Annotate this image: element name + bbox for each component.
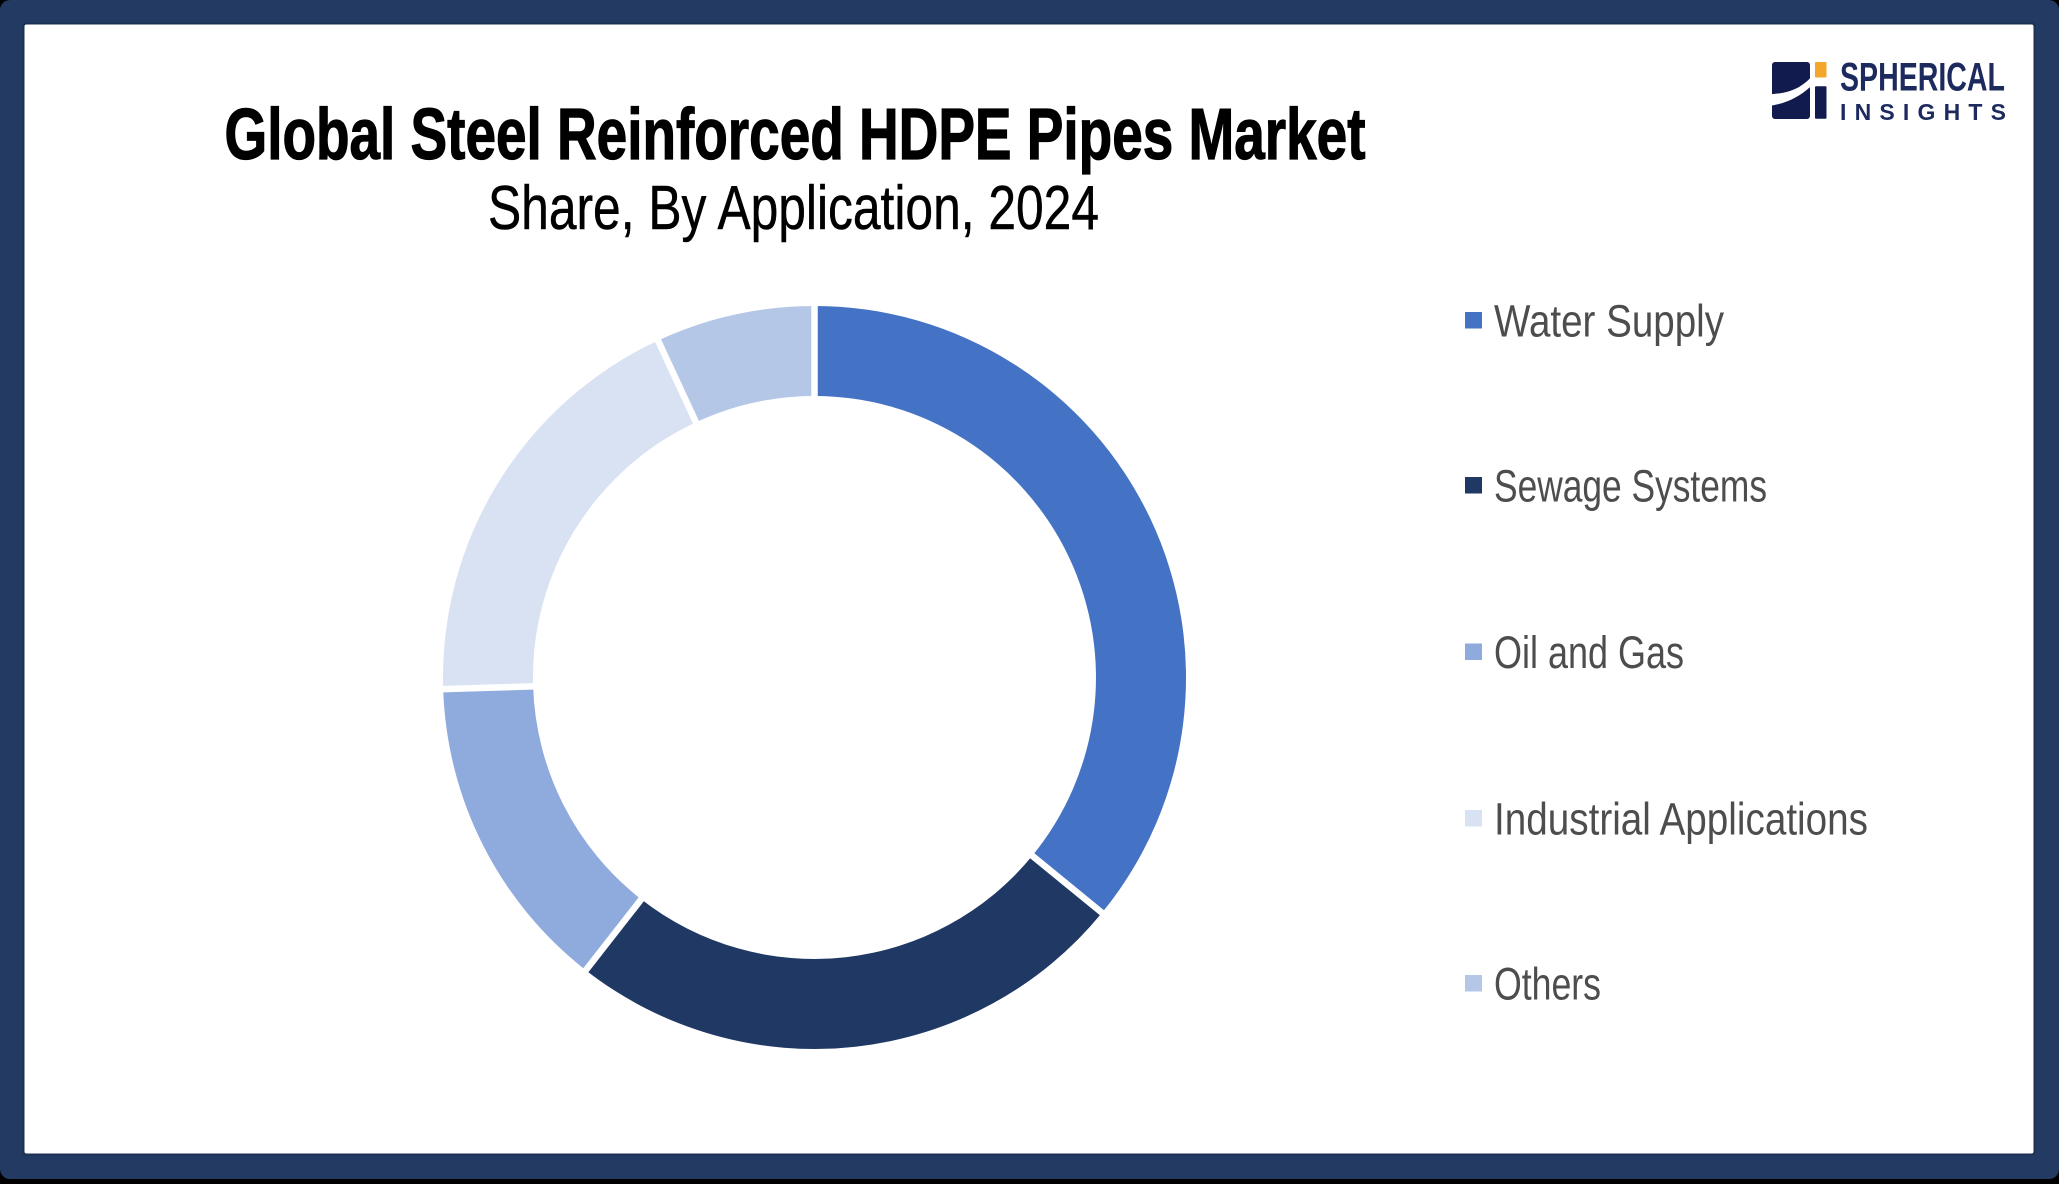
- svg-text:Sewage Systems: Sewage Systems: [1494, 461, 1767, 512]
- svg-text:Water Supply: Water Supply: [1494, 296, 1724, 347]
- svg-text:INSIGHTS: INSIGHTS: [1840, 99, 2006, 125]
- svg-text:SPHERICAL: SPHERICAL: [1840, 56, 2005, 100]
- svg-text:Others: Others: [1494, 959, 1601, 1010]
- svg-text:Global Steel Reinforced HDPE P: Global Steel Reinforced HDPE Pipes Marke…: [225, 95, 1366, 175]
- svg-text:Share, By Application, 2024: Share, By Application, 2024: [488, 174, 1099, 243]
- svg-text:Industrial Applications: Industrial Applications: [1494, 794, 1868, 845]
- svg-text:Oil and Gas: Oil and Gas: [1494, 627, 1684, 678]
